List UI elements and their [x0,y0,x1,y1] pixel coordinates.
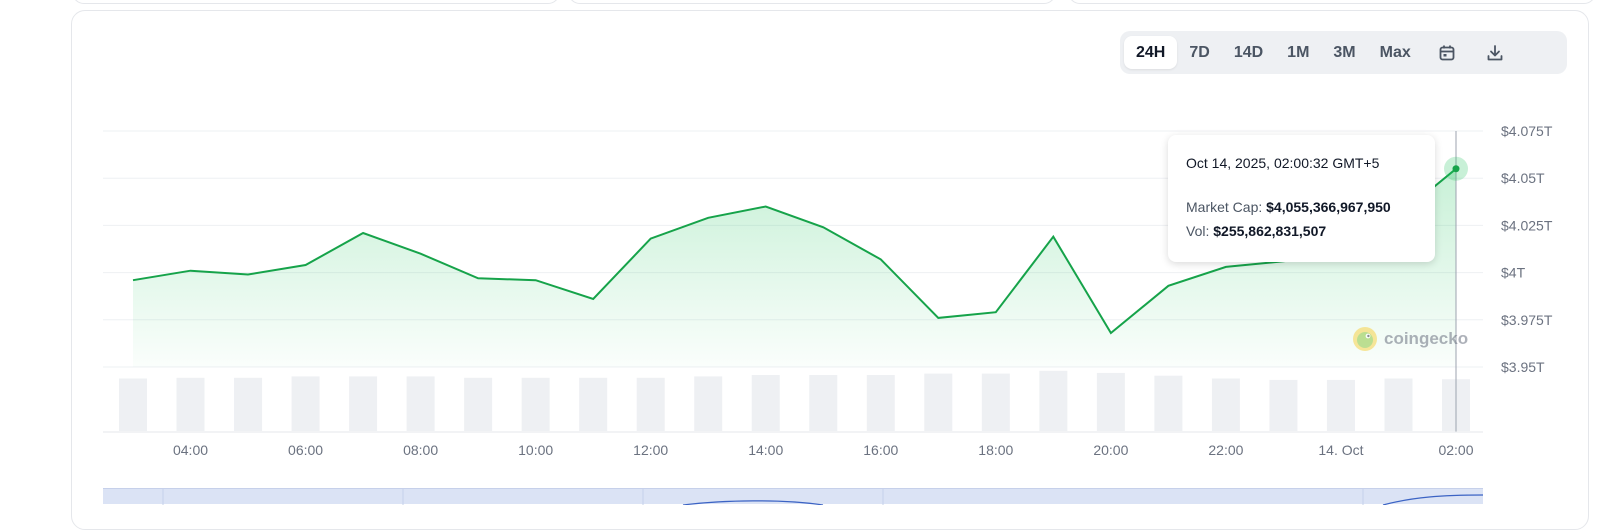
volume-bar [1269,379,1298,431]
volume-bar [406,376,435,431]
tooltip-date: Oct 14, 2025, 02:00:32 GMT+5 [1186,155,1380,171]
x-tick-label: 22:00 [1208,442,1243,458]
hover-point[interactable] [1452,165,1460,173]
tooltip-market-cap: Market Cap: $4,055,366,967,950 [1186,199,1417,215]
chart-tooltip: Oct 14, 2025, 02:00:32 GMT+5 Market Cap:… [1168,135,1435,262]
y-tick-label: $4.075T [1501,123,1553,139]
volume-bar [866,375,895,431]
top-cards [72,0,1596,4]
volume-bar [924,373,953,431]
x-tick-label: 02:00 [1438,442,1473,458]
range-24h-button[interactable]: 24H [1124,36,1178,69]
x-tick-label: 12:00 [633,442,668,458]
y-tick-label: $3.975T [1501,312,1553,328]
x-tick-label: 06:00 [288,442,323,458]
x-tick-label: 16:00 [863,442,898,458]
y-tick-label: $4T [1501,265,1526,281]
x-tick-label: 14. Oct [1318,442,1363,458]
tooltip-market-cap-label: Market Cap: [1186,199,1267,215]
range-1m-button[interactable]: 1M [1287,43,1310,61]
tooltip-volume: Vol: $255,862,831,507 [1186,223,1417,239]
volume-bar [1211,378,1240,431]
navigator-preview [162,489,1484,506]
volume-bar [809,375,838,431]
coingecko-watermark: coingecko [1352,326,1468,352]
range-7d-button[interactable]: 7D [1189,43,1210,61]
y-tick-label: $4.025T [1501,217,1553,233]
volume-bar [1039,370,1068,431]
x-tick-label: 08:00 [403,442,438,458]
x-tick-label: 04:00 [173,442,208,458]
gecko-logo-icon [1353,327,1377,351]
y-axis: $4.075T $4.05T $4.025T $4T $3.975T $3.95T [1501,123,1553,375]
volume-bar [464,377,493,431]
volume-bar [1326,379,1355,431]
price-area [133,168,1456,367]
volume-bar [349,376,378,431]
x-tick-label: 10:00 [518,442,553,458]
range-toolbar: 24H 7D 14D 1M 3M Max [1120,31,1567,74]
x-tick-label: 14:00 [748,442,783,458]
market-cap-chart: $4.075T $4.05T $4.025T $4T $3.975T $3.95T 04:… [103,123,1553,458]
watermark-text: coingecko [1384,329,1469,348]
tooltip-volume-value: $255,862,831,507 [1213,223,1327,239]
volume-bar [981,373,1010,431]
volume-bar [234,377,263,431]
volume-bar [291,376,320,431]
volume-bar [1384,378,1413,431]
x-tick-label: 18:00 [978,442,1013,458]
calendar-icon[interactable] [1423,36,1471,69]
x-axis: 04:00 06:00 08:00 10:00 12:00 14:00 16:00 18:00… [173,442,1474,458]
volume-bar [579,377,608,431]
volume-bar [694,376,723,431]
volume-bar [119,378,147,431]
y-tick-label: $3.95T [1501,359,1545,375]
volume-bar [521,377,550,431]
navigator-strip[interactable] [103,488,1484,506]
volume-bar [176,377,205,431]
price-line [132,168,1457,335]
range-14d-button[interactable]: 14D [1233,43,1264,61]
volume-bars [119,370,1470,431]
volume-bar [636,377,665,431]
x-tick-label: 20:00 [1093,442,1128,458]
tooltip-volume-label: Vol: [1186,223,1214,239]
volume-bar [1096,372,1125,431]
tooltip-market-cap-value: $4,055,366,967,950 [1266,199,1391,215]
range-3m-button[interactable]: 3M [1333,43,1356,61]
y-tick-label: $4.05T [1501,170,1545,186]
volume-bar [1154,375,1183,431]
download-icon[interactable] [1471,36,1519,69]
volume-bar [751,375,780,431]
range-max-button[interactable]: Max [1379,43,1411,61]
